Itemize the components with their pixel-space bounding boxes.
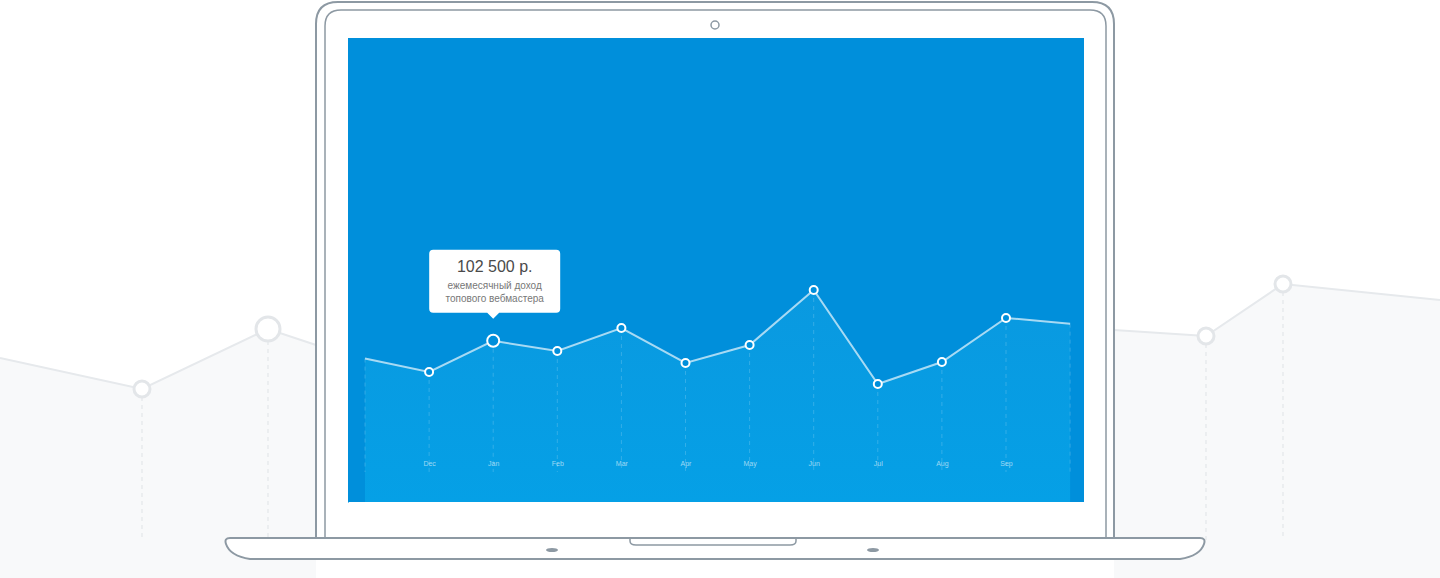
point (874, 380, 882, 388)
point (682, 359, 690, 367)
decoration-dash (268, 341, 269, 540)
x-tick: Mar (616, 460, 629, 502)
x-tick: Dec (423, 460, 436, 502)
x-tick-label: Jan (488, 460, 499, 467)
decoration-dot (1198, 328, 1214, 344)
annotation-label: 102 500 р. (457, 258, 533, 275)
drop-line (621, 328, 622, 472)
x-tick-label: Jul (874, 460, 883, 467)
x-axis-line (366, 502, 1071, 503)
drop-line (429, 372, 430, 472)
point (810, 286, 818, 294)
x-tick-label: Apr (681, 460, 693, 468)
decoration-dash (1283, 292, 1284, 540)
laptop-camera (711, 21, 719, 29)
annotation-box (429, 250, 560, 319)
laptop (226, 2, 1205, 559)
decoration-area (1114, 284, 1440, 578)
decoration-dot (134, 381, 150, 397)
y-axis (348, 39, 349, 503)
point (1002, 314, 1010, 322)
area (365, 290, 1070, 502)
point (553, 347, 561, 355)
x-tick: Aug (936, 460, 949, 502)
drop-line (877, 384, 878, 472)
x-tick: Apr (681, 460, 693, 502)
drop-line (813, 290, 814, 472)
laptop-notch (630, 538, 796, 545)
page: Dec Jan Feb Mar Apr May Jun Jul Aug Sep 102 500 р.… (0, 0, 1440, 578)
decoration-line (1114, 284, 1440, 336)
point (938, 358, 946, 366)
decoration-dash (142, 397, 143, 540)
x-tick-label: Feb (552, 460, 564, 467)
x-axis: Dec Jan Feb Mar Apr May Jun Jul Aug Sep (366, 460, 1071, 503)
x-tick: Jan (488, 460, 499, 502)
drop-line (1070, 324, 1071, 472)
y-axis-line (348, 39, 349, 503)
plot-area (365, 286, 1070, 502)
point (746, 341, 754, 349)
annotation-text: ежемесячный доход (448, 280, 542, 291)
point (487, 335, 499, 347)
annotation: 102 500 р. ежемесячный доход топового вебм… (429, 250, 560, 319)
drop-line (685, 363, 686, 472)
decoration-dash (1206, 344, 1207, 540)
laptop-base (226, 538, 1205, 559)
x-tick-label: Jun (809, 460, 820, 467)
plot-frame (348, 38, 1084, 502)
x-tick: Jul (874, 460, 883, 502)
decoration-dot (256, 317, 280, 341)
point (425, 368, 433, 376)
laptop-lid (316, 2, 1114, 538)
x-tick: Jun (809, 460, 820, 502)
x-tick-label: Mar (616, 460, 629, 467)
laptop-foot (867, 548, 879, 552)
drop-line (365, 359, 366, 472)
x-tick: May (743, 460, 757, 502)
laptop-bezel (325, 10, 1106, 538)
x-tick: Feb (552, 460, 564, 502)
drop-line (941, 362, 942, 472)
x-tick-label: Aug (936, 460, 949, 468)
x-tick-label: Sep (1000, 460, 1013, 468)
drop-line (1006, 318, 1007, 472)
drop-line (493, 341, 494, 472)
point (617, 324, 625, 332)
x-tick-label: May (743, 460, 757, 468)
annotation-text: топового вебмастера (446, 293, 545, 304)
chart-svg: Dec Jan Feb Mar Apr May Jun Jul Aug Sep 102 500 р.… (0, 0, 1440, 578)
drop-line (557, 351, 558, 472)
decoration-dot (1275, 276, 1291, 292)
x-tick: Sep (1000, 460, 1013, 502)
x-tick-label: Dec (423, 460, 436, 467)
laptop-foot (546, 548, 558, 552)
drop-line (749, 345, 750, 472)
